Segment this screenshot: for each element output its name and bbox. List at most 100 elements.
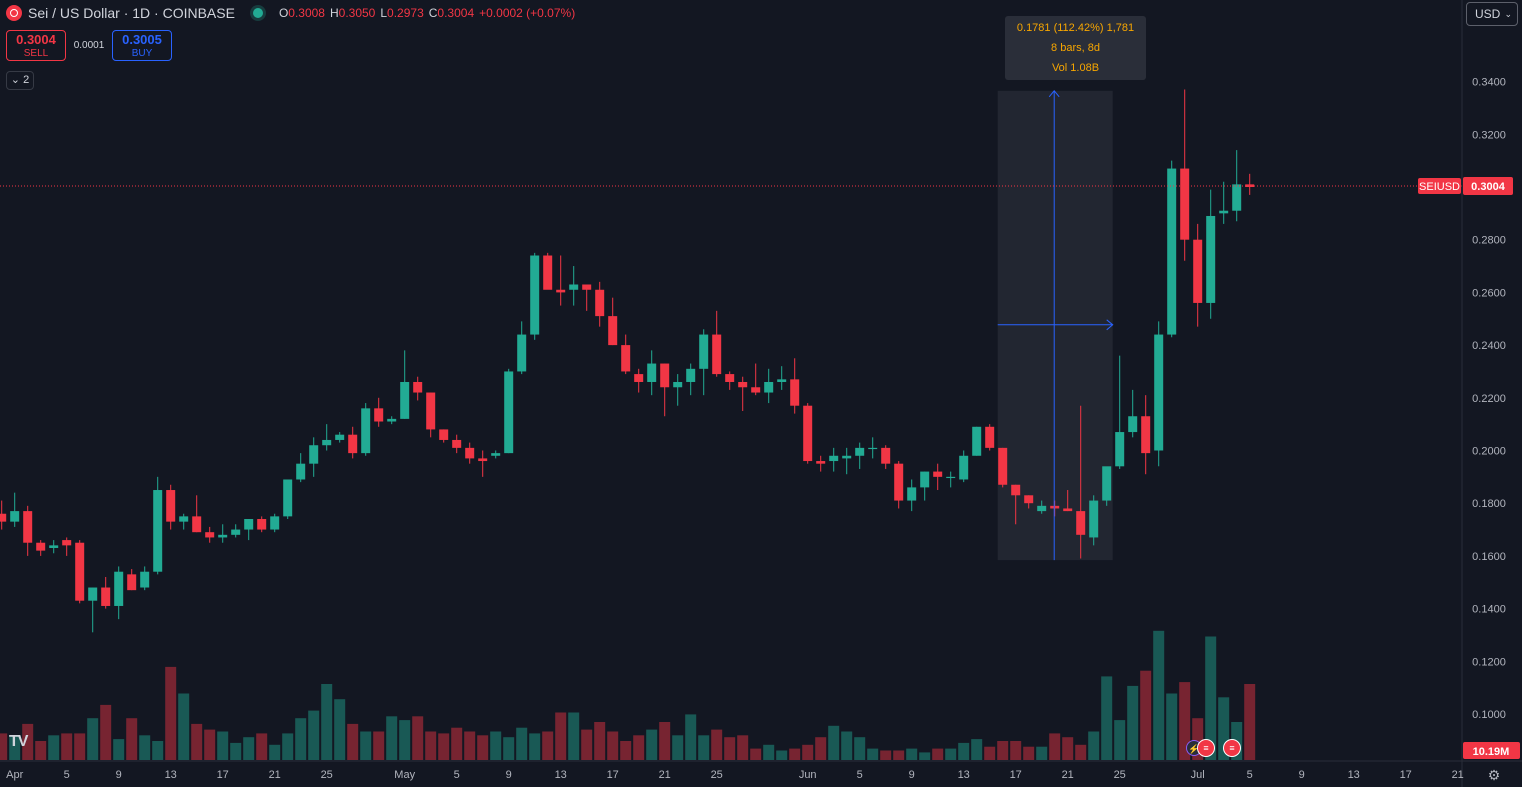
candle — [946, 476, 956, 479]
volume-bar — [542, 731, 554, 760]
candle — [517, 334, 527, 372]
currency-select[interactable]: USD ⌄ — [1466, 2, 1518, 26]
candle — [348, 434, 358, 454]
market-status-icon[interactable] — [252, 8, 263, 18]
volume-bar — [243, 737, 255, 760]
candle — [933, 471, 943, 477]
price-tick-label: 0.2400 — [1472, 340, 1506, 352]
volume-bar — [1049, 733, 1061, 760]
candle — [1154, 334, 1164, 451]
measure-label-box — [1005, 16, 1146, 80]
volume-bar — [139, 735, 151, 760]
volume-bar — [256, 733, 268, 760]
sell-button[interactable]: 0.3004 SELL — [6, 30, 66, 61]
candle — [426, 392, 436, 430]
candle — [868, 447, 878, 450]
price-tick-label: 0.2800 — [1472, 235, 1506, 247]
candle — [530, 255, 540, 335]
candle — [777, 379, 787, 382]
time-tick-label: 13 — [165, 769, 177, 781]
candle — [387, 418, 397, 422]
volume-bar — [204, 729, 216, 760]
candle — [491, 453, 501, 456]
candle — [660, 363, 670, 388]
time-tick-label: 21 — [1452, 769, 1464, 781]
candle — [257, 519, 267, 530]
candle — [907, 487, 917, 501]
time-tick-label: 21 — [1062, 769, 1074, 781]
trade-panel: 0.3004 SELL 0.0001 0.3005 BUY — [6, 30, 172, 61]
price-tick-label: 0.1000 — [1472, 709, 1506, 721]
volume-bar — [620, 741, 632, 760]
candle — [543, 255, 553, 290]
volume-bar — [841, 731, 853, 760]
indicators-toggle[interactable]: ⌄ 2 — [6, 71, 34, 90]
candle — [738, 381, 748, 388]
symbol-title[interactable]: Sei / US Dollar · 1D · COINBASE — [28, 5, 235, 21]
volume-bar — [633, 735, 645, 760]
candle — [218, 534, 228, 538]
candle — [101, 587, 111, 606]
volume-bar — [230, 742, 242, 760]
volume-bar — [867, 748, 879, 760]
us-flag-icon[interactable]: ≡ — [1223, 739, 1241, 757]
volume-bar — [503, 737, 515, 760]
legend-header: Sei / US Dollar · 1D · COINBASE O0.3008 … — [6, 5, 575, 21]
candle — [634, 374, 644, 382]
price-tick-label: 0.1200 — [1472, 656, 1506, 668]
candle — [751, 387, 761, 393]
price-tick-label: 0.3200 — [1472, 129, 1506, 141]
symbol-tag — [1418, 177, 1461, 194]
time-tick-label: 5 — [64, 769, 70, 781]
time-tick-label: 17 — [217, 769, 229, 781]
candle — [75, 542, 85, 601]
price-tick-label: 0.3400 — [1472, 77, 1506, 89]
volume-bar — [581, 729, 593, 760]
volume-bar — [373, 731, 385, 760]
volume-bar — [555, 712, 567, 760]
time-tick-label: 25 — [1114, 769, 1126, 781]
volume-bar — [425, 731, 437, 760]
us-flag-icon[interactable]: ≡ — [1197, 739, 1215, 757]
candle — [842, 455, 852, 459]
candle — [374, 408, 384, 422]
time-tick-label: 9 — [116, 769, 122, 781]
volume-bar — [282, 733, 294, 760]
candle — [1180, 168, 1190, 240]
candle — [140, 571, 150, 588]
candle — [361, 408, 371, 454]
volume-bar — [516, 727, 528, 760]
volume-bar — [802, 744, 814, 760]
candle — [413, 381, 423, 393]
candle — [790, 379, 800, 406]
measure-volume: Vol 1.08B — [1052, 62, 1099, 74]
candle — [673, 381, 683, 388]
volume-bar — [321, 684, 333, 760]
volume-bar — [607, 731, 619, 760]
candle — [803, 405, 813, 462]
price-tick-label: 0.1400 — [1472, 604, 1506, 616]
buy-button[interactable]: 0.3005 BUY — [112, 30, 172, 61]
tradingview-logo[interactable]: TV — [9, 733, 28, 750]
volume-bar — [750, 748, 762, 760]
time-tick-label: 9 — [1299, 769, 1305, 781]
gear-icon[interactable]: ⚙ — [1487, 767, 1501, 783]
volume-bar — [61, 733, 73, 760]
candle — [556, 289, 566, 293]
volume-bar — [0, 733, 8, 760]
candle — [504, 371, 514, 454]
candle — [712, 334, 722, 375]
price-tick-label: 0.2000 — [1472, 446, 1506, 458]
price-axis: 0.34000.32000.30000.28000.26000.24000.22… — [1462, 0, 1522, 787]
volume-bar — [1088, 731, 1100, 760]
volume-bar — [1036, 746, 1048, 760]
arrow-head — [1048, 90, 1060, 98]
candle — [23, 511, 33, 543]
volume-bar — [1101, 676, 1113, 760]
candle — [283, 479, 293, 517]
candle — [179, 516, 189, 522]
candle — [1011, 484, 1021, 496]
volume-bar — [1140, 670, 1152, 760]
